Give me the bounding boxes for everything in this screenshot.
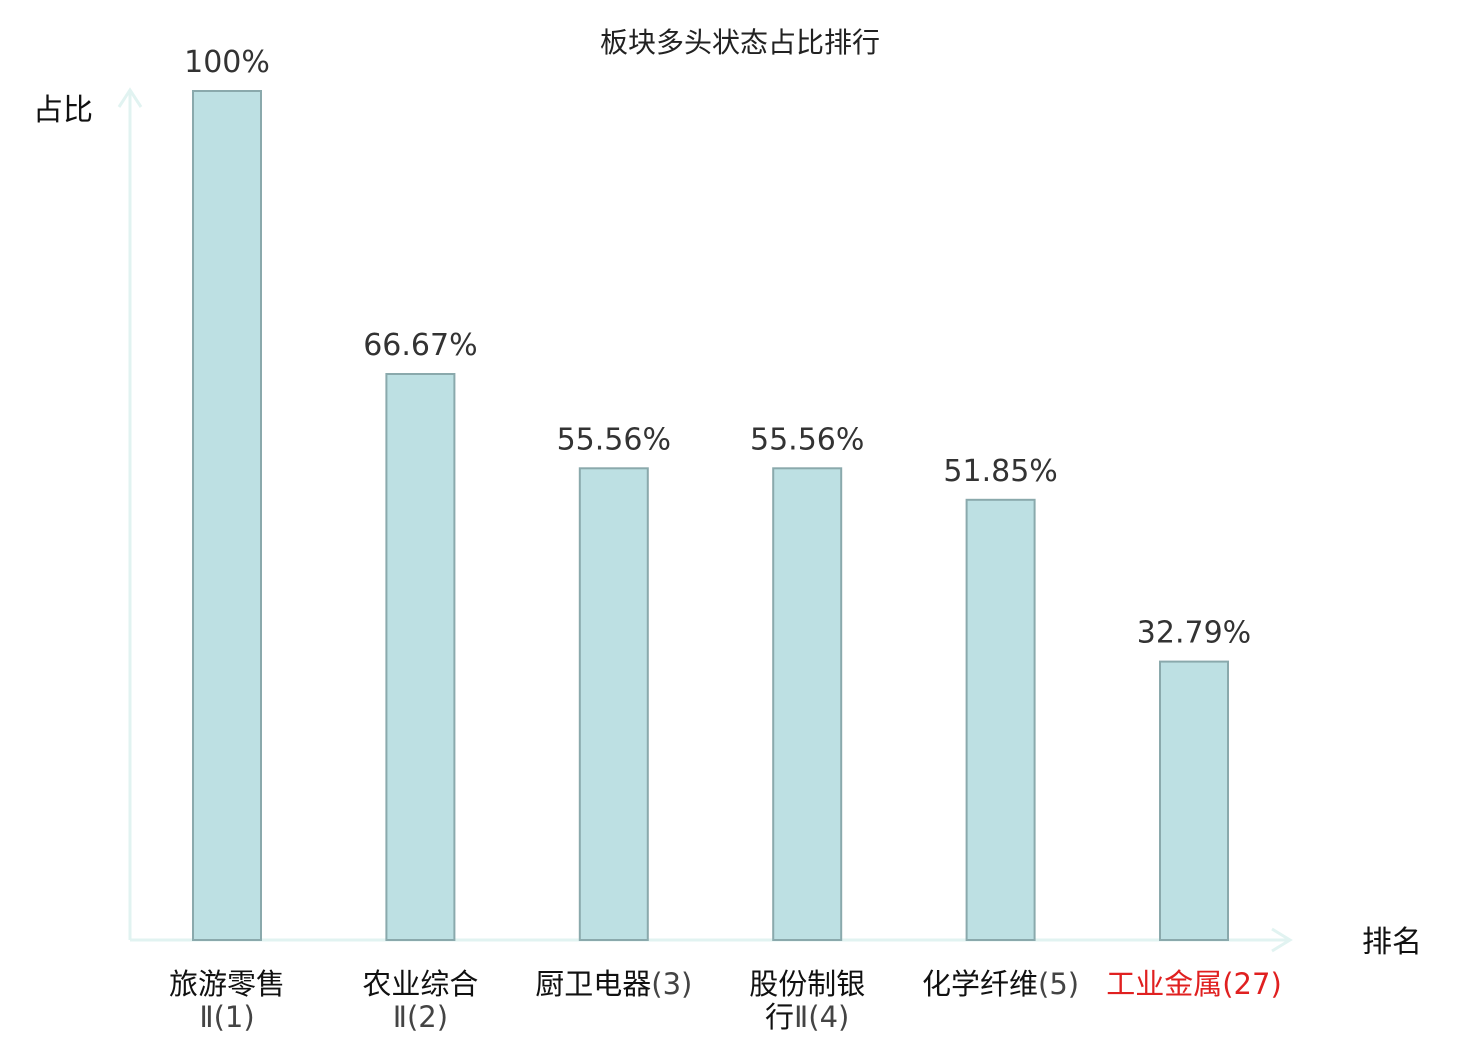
y-axis — [117, 87, 143, 940]
category-name: 工业金属 — [1106, 967, 1222, 1001]
category-label-4-line-2: 行Ⅱ(4) — [765, 1000, 849, 1034]
x-axis-arrow-icon — [1271, 927, 1293, 953]
y-axis-arrow-icon — [117, 87, 143, 108]
category-rank: (5) — [1038, 967, 1079, 1001]
value-label-3: 55.56% — [557, 422, 671, 457]
value-label-2: 66.67% — [363, 328, 477, 363]
x-axis — [130, 927, 1293, 953]
value-label-4: 55.56% — [750, 422, 864, 457]
x-axis-label: 排名 — [1362, 925, 1422, 960]
bars — [192, 90, 1229, 941]
chart-title: 板块多头状态占比排行 — [600, 26, 880, 59]
category-name: 股份制银 — [749, 967, 865, 1001]
category-name: 行 — [765, 1000, 794, 1034]
y-axis-label: 占比 — [33, 93, 93, 128]
category-rank: (27) — [1222, 967, 1282, 1001]
category-rank: Ⅱ(4) — [794, 1000, 849, 1034]
category-name: 旅游零售 — [169, 967, 285, 1001]
category-label-6-line-1: 工业金属(27) — [1106, 967, 1282, 1001]
value-labels: 100% 66.67% 55.56% 55.56% 51.85% 32.79% — [184, 45, 1251, 651]
bar-4 — [772, 467, 843, 941]
value-label-1: 100% — [184, 45, 270, 80]
category-name: 农业综合 — [362, 967, 478, 1001]
category-label-3-line-1: 厨卫电器(3) — [535, 967, 692, 1001]
category-rank: Ⅱ(1) — [199, 1000, 254, 1034]
category-label-2-line-1: 农业综合 — [362, 967, 478, 1001]
value-label-6: 32.79% — [1137, 616, 1251, 651]
category-name: 厨卫电器 — [535, 967, 651, 1001]
value-label-5: 51.85% — [943, 454, 1057, 489]
category-name: 化学纤维 — [922, 967, 1038, 1001]
category-label-4-line-1: 股份制银 — [749, 967, 865, 1001]
category-rank: Ⅱ(2) — [393, 1000, 448, 1034]
category-label-1-line-2: Ⅱ(1) — [199, 1000, 254, 1034]
category-label-2-line-2: Ⅱ(2) — [393, 1000, 448, 1034]
bar-6 — [1159, 660, 1229, 941]
bar-5 — [965, 498, 1036, 941]
category-rank: (3) — [651, 967, 692, 1001]
bar-3 — [578, 467, 649, 941]
category-label-5-line-1: 化学纤维(5) — [922, 967, 1079, 1001]
bar-1 — [192, 90, 262, 941]
bar-2 — [385, 373, 456, 941]
category-label-1-line-1: 旅游零售 — [169, 967, 285, 1001]
